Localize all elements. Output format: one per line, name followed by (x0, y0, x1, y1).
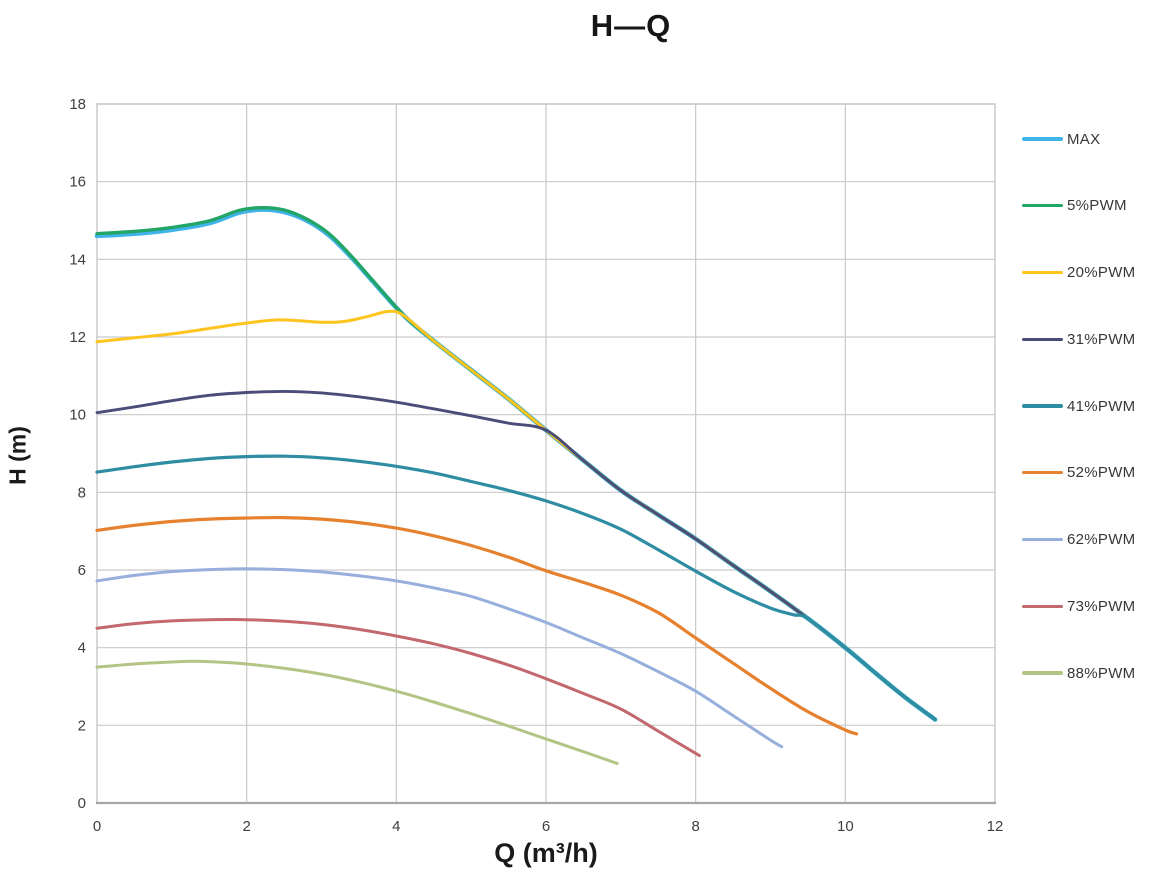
series-curve-31%PWM (95, 389, 937, 721)
x-tick-label-0: 0 (93, 818, 101, 835)
y-tick-label-18: 18 (69, 96, 86, 113)
y-tick-label-8: 8 (78, 484, 86, 501)
series-curve-52%PWM (95, 515, 859, 736)
series-curve-5%PWM (95, 205, 937, 722)
y-axis-title: H (m) (4, 426, 31, 485)
x-tick-label-6: 6 (542, 818, 550, 835)
y-tick-label-0: 0 (78, 795, 86, 812)
y-tick-label-16: 16 (69, 174, 86, 191)
y-tick-label-6: 6 (78, 562, 86, 579)
y-tick-label-10: 10 (69, 407, 86, 424)
x-tick-label-12: 12 (987, 818, 1004, 835)
y-tick-label-12: 12 (69, 329, 86, 346)
x-tick-label-2: 2 (242, 818, 250, 835)
series-curve-MAX (94, 207, 938, 722)
series-curve-73%PWM (95, 618, 701, 758)
x-tick-label-10: 10 (837, 818, 854, 835)
series-curve-41%PWM (95, 454, 937, 722)
series-curve-62%PWM (95, 567, 784, 749)
y-tick-label-4: 4 (78, 640, 86, 657)
x-axis-title: Q (m³/h) (494, 838, 598, 868)
y-tick-label-14: 14 (69, 251, 86, 268)
series-curve-88%PWM (95, 659, 619, 765)
series-curve-20%PWM (95, 309, 937, 721)
y-tick-label-2: 2 (78, 717, 86, 734)
chart-title: H—Q (590, 8, 672, 43)
x-tick-label-8: 8 (691, 818, 699, 835)
x-tick-label-4: 4 (392, 818, 400, 835)
